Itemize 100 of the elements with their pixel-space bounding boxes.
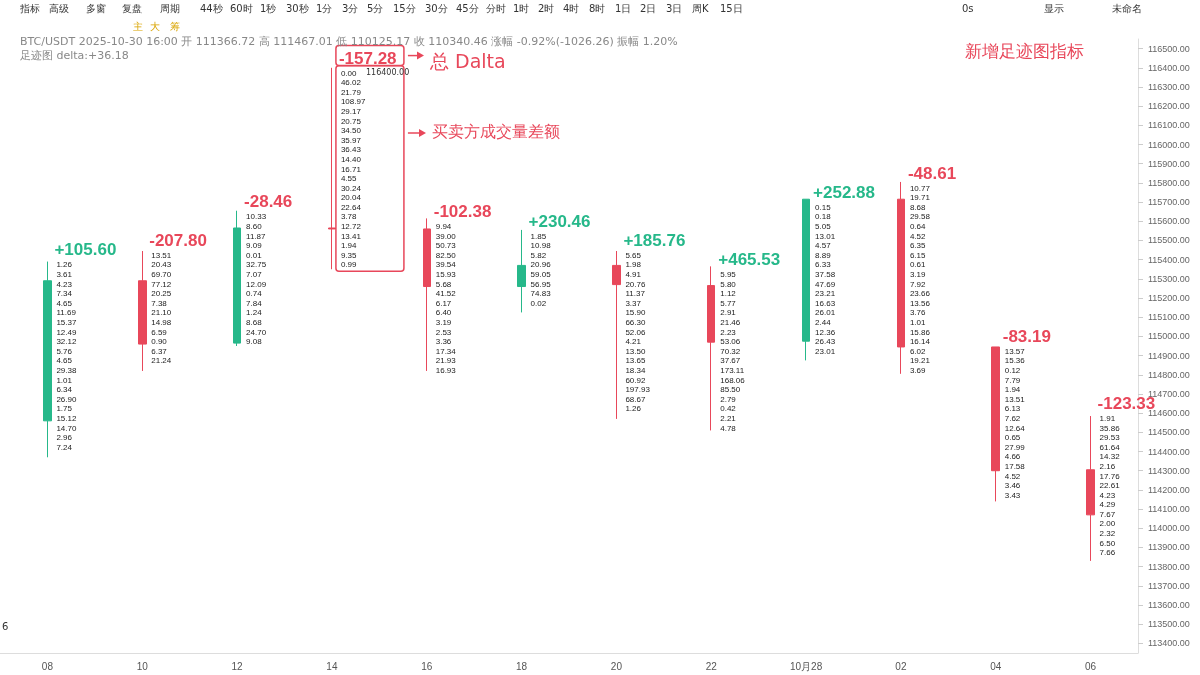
y-tick-label: 113900.00 <box>1148 542 1190 553</box>
annotation: 2.23 <box>720 327 737 337</box>
annotation: -28.46 <box>244 192 293 212</box>
annotation: 6.50 <box>1099 538 1116 548</box>
annotation: 39.54 <box>435 260 457 270</box>
annotation: 6.59 <box>151 327 168 337</box>
annotation: 82.50 <box>435 250 457 260</box>
text: 30秒 <box>286 3 309 14</box>
annotation: -157.28 <box>338 48 397 68</box>
y-tick-label: 114100.00 <box>1148 504 1190 515</box>
annotation: 1.98 <box>625 260 642 270</box>
annotation: 4.65 <box>56 298 73 308</box>
text: 周K <box>692 3 709 14</box>
annotation: 2.44 <box>815 318 832 328</box>
annotation: 29.38 <box>56 365 77 375</box>
annotation: 13.50 <box>625 346 646 356</box>
annotation: 7.62 <box>1004 413 1021 423</box>
text: 2时 <box>538 3 555 14</box>
annotation: 15.93 <box>435 270 457 280</box>
text: 3分 <box>342 3 359 14</box>
annotation: 15.86 <box>909 327 931 337</box>
text: 大 <box>150 21 160 32</box>
annotation: 11.37 <box>625 289 646 299</box>
text: 0s <box>962 3 974 14</box>
annotation: 29.53 <box>1099 433 1121 443</box>
annotation: 1.85 <box>530 231 547 241</box>
annotation: 36.43 <box>340 145 362 155</box>
x-tick-label: 18 <box>516 660 528 672</box>
annotation: 85.50 <box>720 385 741 395</box>
annotation: 3.61 <box>56 270 73 280</box>
annotation: 21.93 <box>435 356 457 366</box>
annotation: 0.02 <box>530 298 547 308</box>
annotation: +230.46 <box>528 211 591 231</box>
text: 4时 <box>563 3 580 14</box>
candlestick <box>328 67 336 270</box>
annotation: 56.95 <box>530 279 552 289</box>
annotation: 6.34 <box>56 385 73 395</box>
annotation: 15.36 <box>1004 356 1026 366</box>
annotation: 23.01 <box>815 346 836 356</box>
x-tick-label: 12 <box>231 660 244 672</box>
annotation: 4.55 <box>340 174 358 184</box>
annotation: 16.71 <box>340 164 362 174</box>
annotation: 4.23 <box>56 279 73 289</box>
annotation: 3.36 <box>435 337 452 347</box>
annotation: 61.64 <box>1099 442 1121 452</box>
annotation: 0.65 <box>1004 433 1021 443</box>
annotation: 9.94 <box>435 222 452 232</box>
text: 1日 <box>615 3 632 14</box>
x-tick-label: 16 <box>421 660 433 672</box>
annotation: 6.13 <box>1004 404 1021 414</box>
text: 未命名 <box>1112 3 1142 14</box>
annotation: 5.82 <box>530 250 547 260</box>
annotation: 2.91 <box>720 308 737 318</box>
annotation: 9.09 <box>246 241 263 251</box>
annotation: 18.34 <box>625 365 646 375</box>
annotation: 1.01 <box>909 318 927 328</box>
annotation: 4.29 <box>1099 500 1116 510</box>
annotation: 8.89 <box>815 250 832 260</box>
annotation: 2.53 <box>435 327 452 337</box>
annotation: 1.94 <box>340 241 358 251</box>
annotation: 6.37 <box>151 346 168 356</box>
annotation: 20.76 <box>625 279 646 289</box>
annotation: 108.97 <box>340 97 366 107</box>
annotation: 4.78 <box>720 423 737 433</box>
y-tick-label: 115700.00 <box>1148 197 1190 208</box>
y-tick-label: 116200.00 <box>1148 101 1190 112</box>
annotation: 3.78 <box>340 212 358 222</box>
annotation: 15.90 <box>625 308 646 318</box>
annotation: 53.06 <box>720 337 741 347</box>
text: 3日 <box>666 3 683 14</box>
annotation: 新增足迹图指标 <box>965 41 1084 61</box>
annotation: 20.04 <box>340 193 362 203</box>
annotation: BTC/USDT 2025-10-30 16:00 开 111366.72 高 111467.01 低 110125.17 收 110340.46 涨幅 -0.92%(-1026.26) 振幅 1.20% <box>20 35 678 48</box>
annotation: 26.90 <box>56 394 77 404</box>
annotation: 14.40 <box>340 154 362 164</box>
y-tick-label: 116100.00 <box>1148 120 1190 131</box>
text: 5分 <box>367 3 384 14</box>
annotation: 2.79 <box>720 394 737 404</box>
annotation: 12.64 <box>1004 423 1026 433</box>
annotation: 23.21 <box>815 289 836 299</box>
annotation: 68.67 <box>625 394 646 404</box>
x-tick-label: 20 <box>610 660 623 672</box>
y-tick-label: 116500.00 <box>1148 43 1190 54</box>
annotation: 69.70 <box>151 270 172 280</box>
y-tick-label: 114900.00 <box>1148 350 1190 361</box>
text: 主 <box>133 21 143 32</box>
annotation: 26.01 <box>815 308 836 318</box>
text: 多窗 <box>86 3 106 14</box>
annotation: 35.97 <box>340 135 362 145</box>
text: 1分 <box>316 3 333 14</box>
annotation: 13.01 <box>815 231 836 241</box>
annotation: 总 Dalta <box>430 50 506 72</box>
y-tick-label: 116000.00 <box>1148 139 1190 150</box>
annotation: 29.58 <box>909 212 931 222</box>
candlestick <box>1086 415 1095 562</box>
annotation: 4.52 <box>909 231 927 241</box>
annotation: 39.00 <box>435 231 457 241</box>
annotation: 1.94 <box>1004 385 1021 395</box>
x-tick-label: 10月28 <box>789 660 823 672</box>
annotation: 4.91 <box>625 270 642 280</box>
